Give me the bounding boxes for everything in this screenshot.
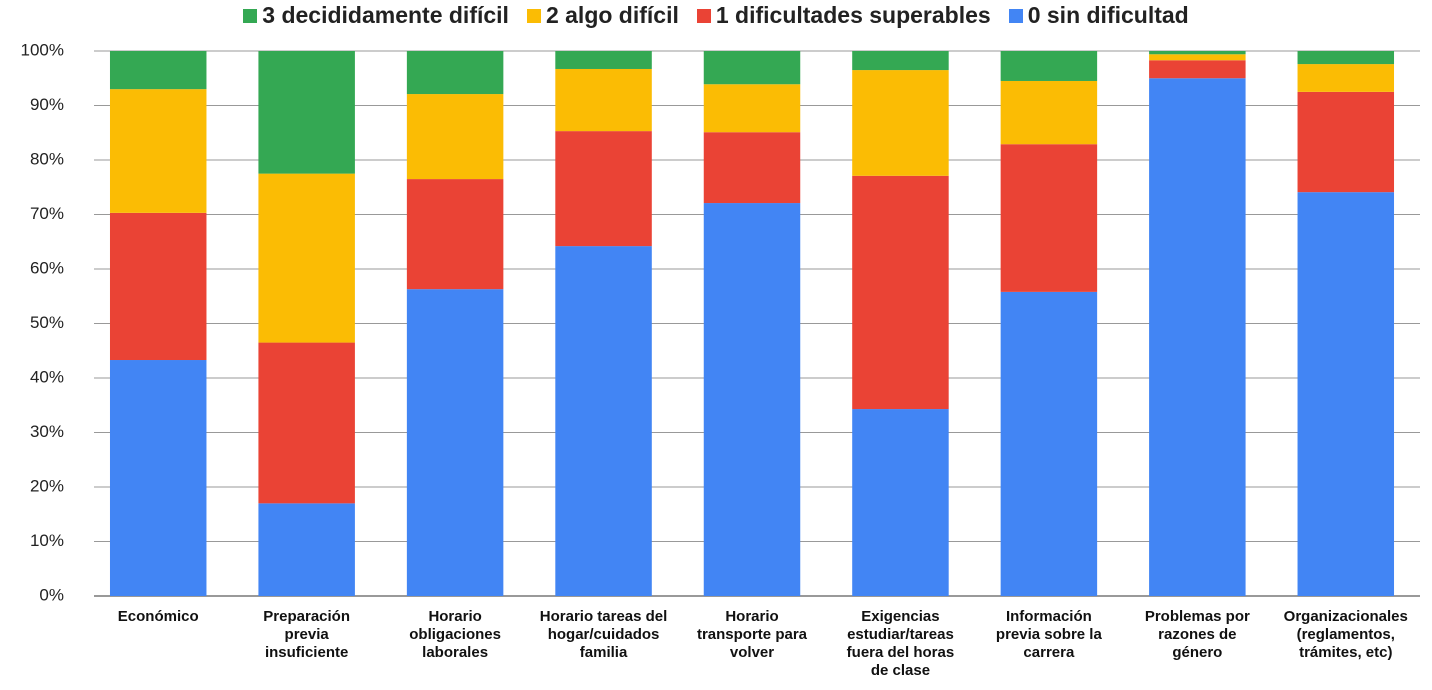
y-tick-label: 20% [30,476,64,495]
y-tick-label: 30% [30,422,64,441]
x-tick-label: Horario obligaciones laborales [409,608,501,661]
y-tick-label: 50% [30,313,64,332]
bar-segment [1149,54,1246,61]
bar-segment [1297,192,1395,596]
bar-segment [1297,91,1395,193]
bar-segment [852,51,949,71]
bar-segment [1000,80,1098,145]
bar-segment [1149,60,1246,79]
x-tick-label: Preparación previa insuficiente [263,608,351,661]
x-tick-label: Horario tareas del hogar/cuidados famili… [539,608,668,661]
bar-segment [258,51,355,174]
legend-label: 2 algo difícil [545,2,679,28]
y-tick-label: 80% [30,149,64,168]
bar-segment [258,173,355,343]
y-tick-label: 100% [21,40,64,59]
legend-label: 0 sin dificultad [1027,2,1189,28]
x-tick-label: Información previa sobre la carrera [995,608,1102,661]
legend-swatch [696,8,711,23]
legend-swatch [526,8,541,23]
bar-segment [1000,144,1098,292]
bar-segment [703,203,801,596]
legend-item: 2 algo difícil [526,2,679,29]
legend-item: 0 sin dificultad [1008,2,1189,29]
bar-segment [258,342,355,504]
bar-segment [555,51,652,69]
x-tick-label: Organizacionales (reglamentos, trámites,… [1283,608,1408,661]
bar-segment [1149,51,1246,55]
y-tick-label: 60% [30,258,64,277]
x-tick-label: Exigencias estudiar/tareas fuera del hor… [846,608,955,679]
x-tick-label: Horario transporte para volver [696,608,808,661]
bar-segment [406,51,504,95]
bar-segment [703,132,801,204]
legend-swatch [1008,8,1023,23]
y-tick-label: 70% [30,204,64,223]
legend-item: 3 decididamente difícil [243,2,509,29]
x-tick-label: Problemas por razones de género [1144,608,1250,661]
bar-segment [109,360,207,596]
bar-segment [555,131,652,247]
y-tick-label: 90% [30,95,64,114]
y-tick-label: 0% [39,585,64,604]
bar-segment [109,51,207,90]
bar-segment [406,289,504,596]
legend: 3 decididamente difícil 2 algo difícil 1 d… [0,2,1432,29]
bar-segment [555,68,652,132]
bar-segment [703,51,801,85]
bar-segment [406,94,504,180]
legend-item: 1 dificultades superables [696,2,991,29]
y-tick-label: 10% [30,531,64,550]
bar-segment [1297,64,1395,92]
bar-segment [109,212,207,361]
bar-segment [109,89,207,213]
legend-label: 3 decididamente difícil [262,2,509,28]
bar-segment [852,409,949,596]
bar-segment [852,175,949,410]
bar-segment [1149,78,1246,596]
bar-segment [406,179,504,290]
bar-segment [852,70,949,176]
legend-label: 1 dificultades superables [715,2,991,28]
bar-segment [258,503,355,596]
y-tick-label: 40% [30,367,64,386]
bar-segment [1000,51,1098,81]
bar-segment [1297,51,1395,65]
x-tick-label: Económico [117,608,199,625]
bar-segment [703,84,801,133]
legend-swatch [243,8,258,23]
bar-segment [1000,291,1098,596]
bar-segment [555,246,652,597]
